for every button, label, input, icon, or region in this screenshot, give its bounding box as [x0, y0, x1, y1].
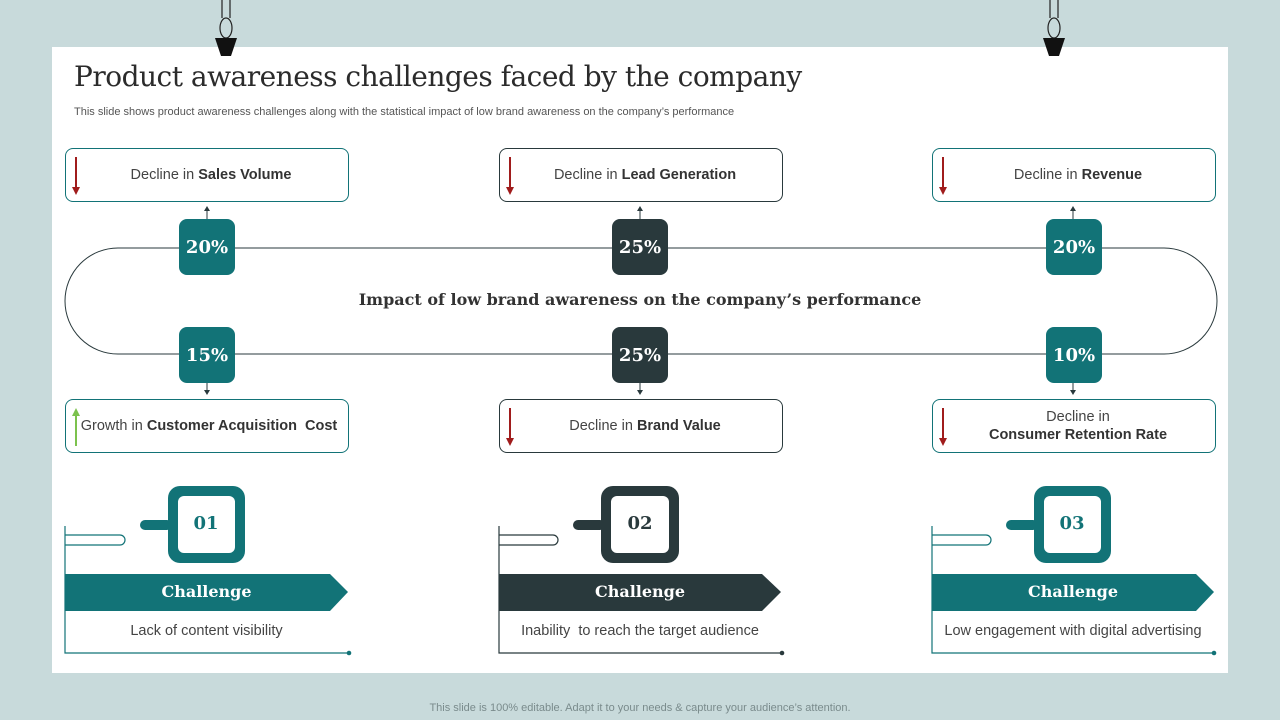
challenge-description-1: Lack of content visibility — [130, 623, 283, 639]
metric-label: Consumer Retention Rate — [988, 427, 1168, 443]
impact-heading: Impact of low brand awareness on the com… — [358, 290, 922, 309]
metric-prefix: Decline in — [1046, 409, 1110, 425]
challenge-banner-1: Challenge — [161, 582, 252, 601]
decline-arrow-icon — [72, 157, 80, 195]
metric-badge-retention: 10% — [1046, 327, 1102, 383]
challenge-number-02: 02 — [627, 513, 653, 534]
binder-clip-left — [215, 0, 237, 56]
metric-prefix: Growth in — [80, 418, 143, 434]
metric-prefix: Decline in — [1013, 167, 1078, 183]
challenge-number-01: 01 — [193, 513, 219, 534]
challenge-number-03: 03 — [1059, 513, 1085, 534]
challenge-banner-3: Challenge — [1027, 582, 1119, 601]
decline-arrow-icon — [939, 157, 947, 195]
challenge-banner-2: Challenge — [594, 582, 686, 601]
metric-card-brand-value: Decline in Brand Value — [499, 399, 783, 453]
metric-label: Lead Generation — [621, 167, 737, 183]
metric-badge-customer-acquisition: 15% — [179, 327, 235, 383]
challenge-description-2: Inability to reach the target audience — [521, 623, 759, 639]
metric-card-customer-acquisition: Growth in Customer Acquisition Cost — [65, 399, 349, 453]
metric-badge-brand-value: 25% — [612, 327, 668, 383]
decline-arrow-icon — [506, 408, 514, 446]
footer-note: This slide is 100% editable. Adapt it to… — [429, 702, 851, 714]
metric-badge-revenue: 20% — [1046, 219, 1102, 275]
metric-card-lead-generation: Decline in Lead Generation — [499, 148, 783, 202]
metric-prefix: Decline in — [553, 167, 618, 183]
binder-clip-right — [1043, 0, 1065, 56]
metric-card-sales-volume: Decline in Sales Volume — [65, 148, 349, 202]
metric-prefix: Decline in — [130, 167, 195, 183]
metric-card-retention: Decline in Consumer Retention Rate — [932, 399, 1216, 453]
decline-arrow-icon — [506, 157, 514, 195]
page-subtitle: This slide shows product awareness chall… — [74, 106, 735, 118]
metric-prefix: Decline in — [569, 418, 633, 434]
decline-arrow-icon — [939, 408, 947, 446]
challenge-description-3: Low engagement with digital advertising — [944, 623, 1202, 639]
metric-label: Revenue — [1081, 167, 1143, 183]
metric-label: Customer Acquisition Cost — [146, 418, 338, 434]
page-title: Product awareness challenges faced by th… — [74, 60, 802, 93]
metric-label: Sales Volume — [198, 167, 292, 183]
metric-badge-sales-volume: 20% — [179, 219, 235, 275]
metric-card-revenue: Decline in Revenue — [932, 148, 1216, 202]
growth-arrow-icon — [72, 408, 80, 446]
metric-badge-lead-generation: 25% — [612, 219, 668, 275]
metric-label: Brand Value — [636, 418, 721, 434]
